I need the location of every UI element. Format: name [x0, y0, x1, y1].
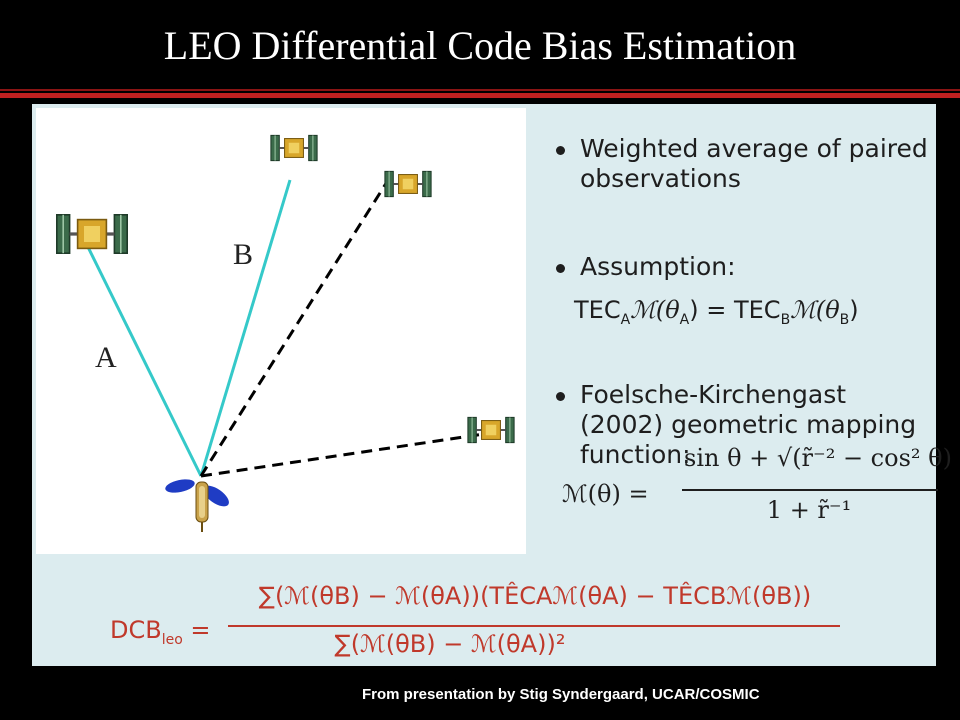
- source-credit: From presentation by Stig Syndergaard, U…: [362, 686, 760, 703]
- bullet-item: Foelsche-Kirchengast (2002) geometric ma…: [552, 380, 932, 470]
- dcb-denominator: ∑(ℳ(θB) − ℳ(θA))²: [334, 630, 566, 658]
- slide-title: LEO Differential Code Bias Estimation: [163, 23, 797, 68]
- satellite-icon: [269, 134, 319, 162]
- bullet-text: Foelsche-Kirchengast (2002) geometric ma…: [580, 380, 917, 469]
- satellite-icon: [383, 170, 433, 198]
- mapping-numerator: sin θ + √(r̃⁻² − cos² θ): [684, 444, 952, 472]
- title-rule-dark: [0, 89, 960, 91]
- assumption-equation: TECAℳ(θA) = TECBℳ(θB): [574, 296, 859, 328]
- leo-satellite-icon: [165, 479, 229, 532]
- dcb-numerator: ∑(ℳ(θB) − ℳ(θA))(TÊCAℳ(θA) − TÊCBℳ(θB)): [258, 582, 812, 610]
- signal-path-b: [199, 179, 292, 477]
- occultation-path-upper: [199, 173, 394, 477]
- bullet-icon: [556, 146, 565, 155]
- fraction-bar: [228, 625, 840, 627]
- geometry-diagram: B A: [55, 134, 516, 532]
- signal-path-a: [84, 242, 203, 477]
- bullet-text: Assumption:: [580, 252, 736, 281]
- dcb-lhs: DCBleo =: [110, 616, 211, 648]
- fraction-bar: [682, 489, 938, 491]
- occultation-path-lower: [200, 432, 485, 478]
- content-panel: B A Weighted average of paired observati…: [32, 104, 952, 666]
- geometry-figure: B A: [36, 108, 526, 554]
- label-a: A: [95, 341, 117, 374]
- mapping-denominator: 1 + r̃⁻¹: [766, 496, 852, 524]
- satellite-icon: [55, 213, 129, 255]
- satellite-icon: [466, 416, 516, 444]
- bullet-item: Weighted average of paired observations: [552, 134, 932, 194]
- bullet-item: Assumption:: [552, 252, 932, 282]
- bullet-icon: [556, 392, 565, 401]
- bullet-text: Weighted average of paired observations: [580, 134, 928, 193]
- mapping-lhs: ℳ(θ) =: [562, 480, 649, 508]
- title-rule: [0, 93, 960, 98]
- bullet-icon: [556, 264, 565, 273]
- label-b: B: [233, 238, 253, 271]
